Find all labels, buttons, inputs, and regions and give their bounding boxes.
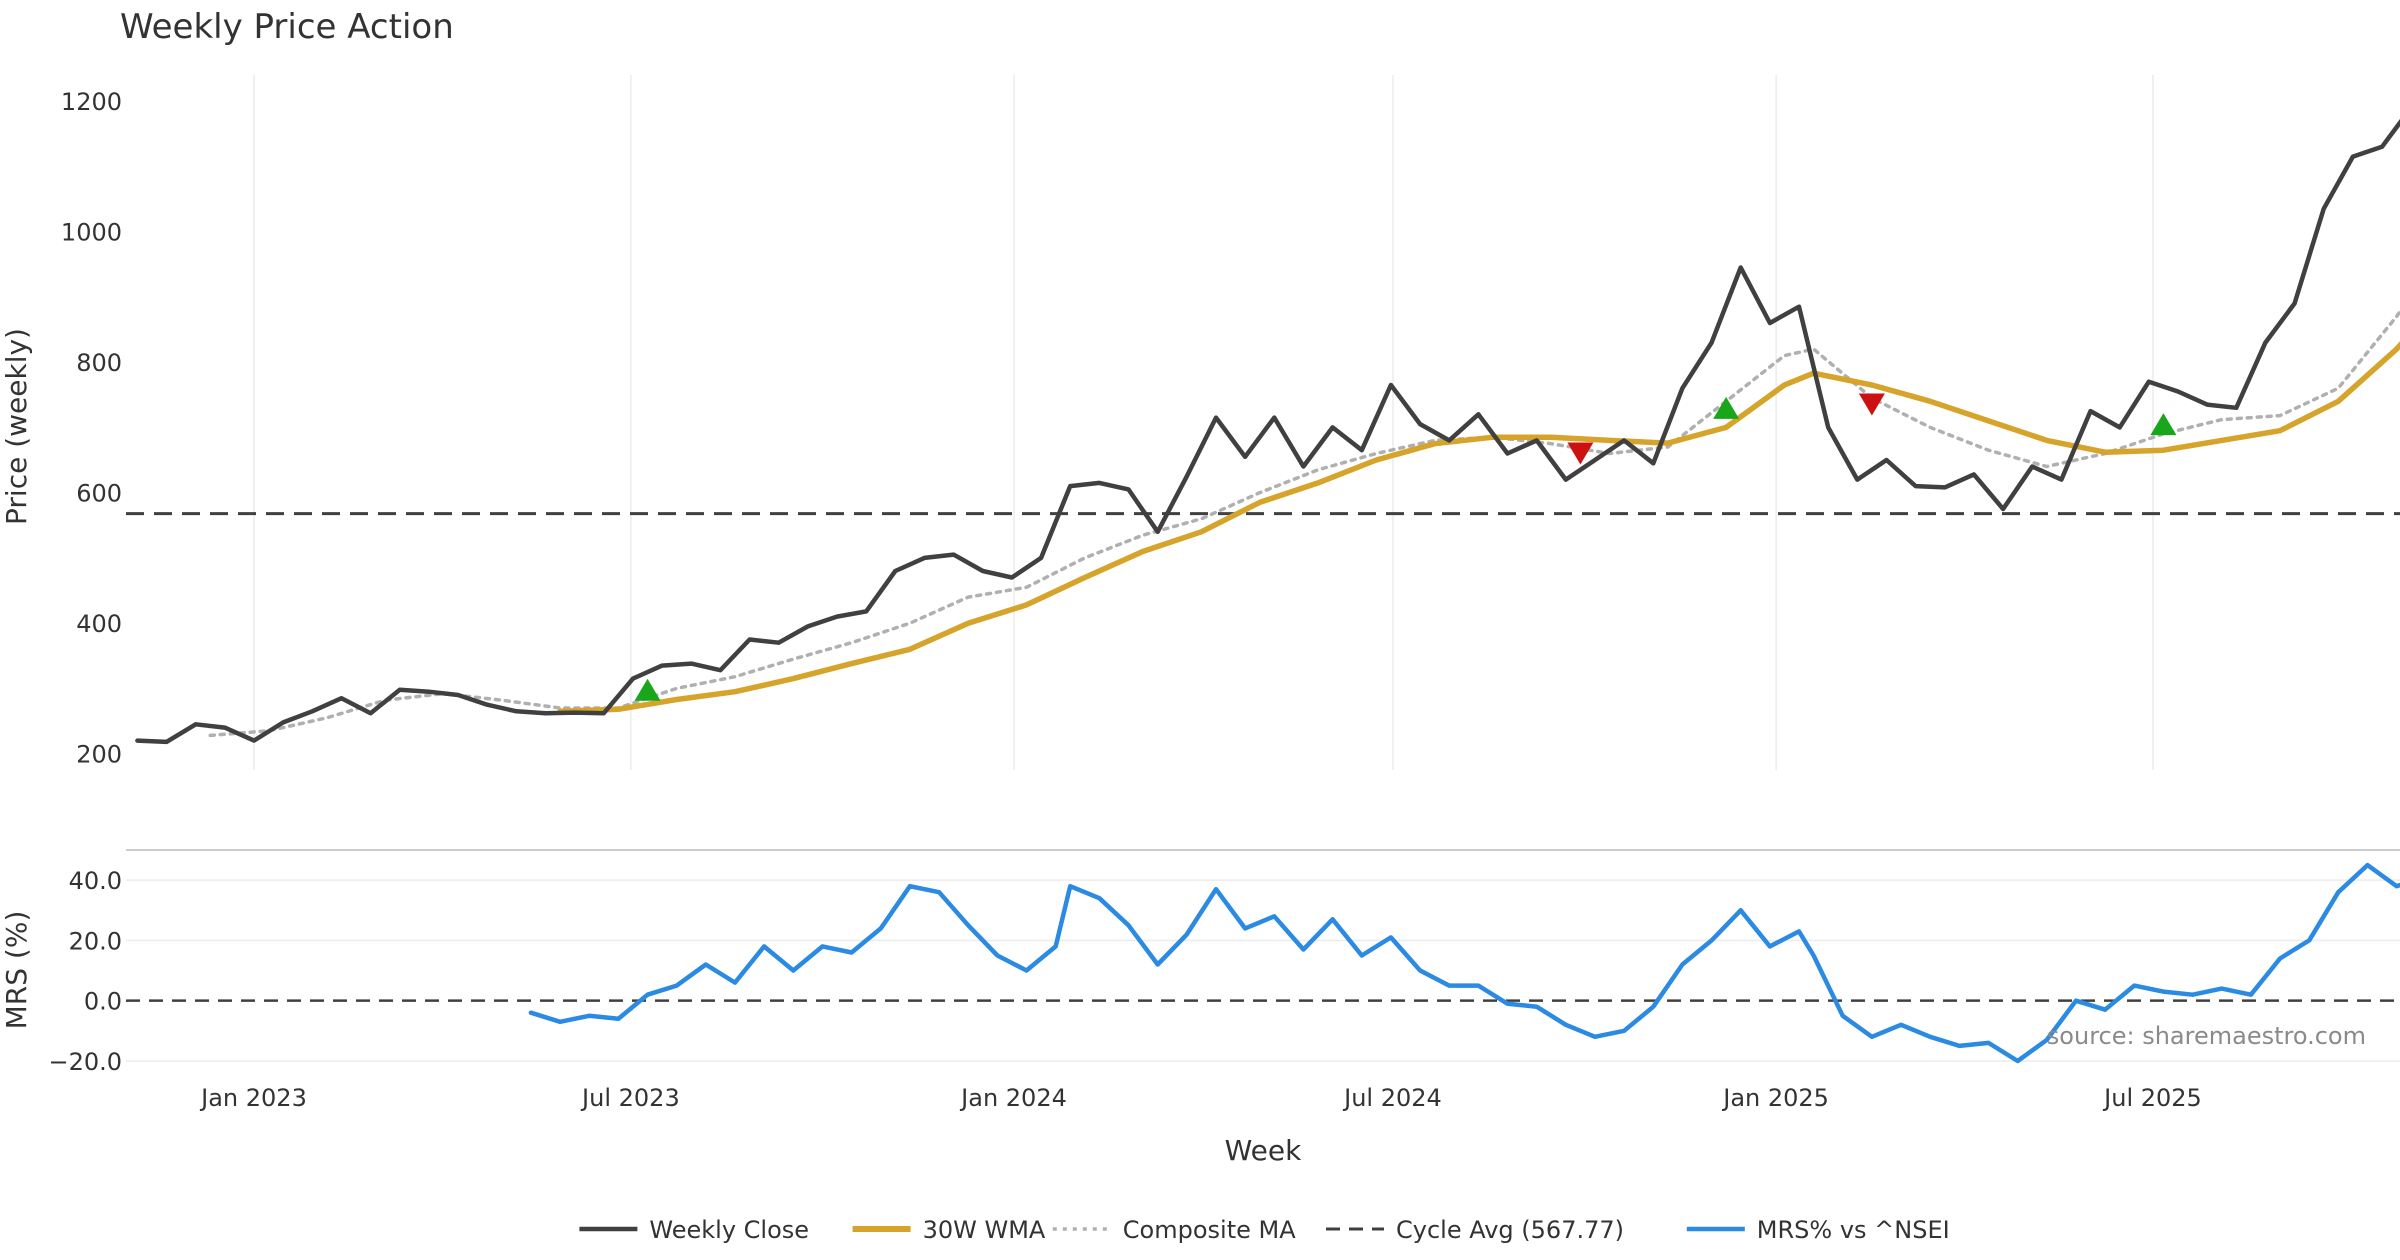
signal-markers <box>634 393 2177 701</box>
price-y-tick-label: 800 <box>76 349 122 377</box>
x-tick-label: Jan 2024 <box>959 1084 1067 1112</box>
series-weekly-close <box>135 118 2400 745</box>
legend-item: Composite MA <box>1052 1216 1296 1244</box>
source-credit: source: sharemaestro.com <box>2047 1022 2366 1050</box>
x-tick-label: Jul 2024 <box>1342 1084 1442 1112</box>
mrs-y-tick-label: 0.0 <box>84 988 122 1016</box>
price-panel: 200 400 600 800 1000 1200 Price (weekly) <box>0 75 2400 770</box>
x-tick-label: Jan 2023 <box>199 1084 307 1112</box>
legend-label: Cycle Avg (567.77) <box>1396 1216 1624 1244</box>
legend-label: 30W WMA <box>923 1216 1046 1244</box>
price-y-axis-label: Price (weekly) <box>0 328 33 525</box>
x-tick-label: Jul 2025 <box>2102 1084 2202 1112</box>
x-axis-label: Week <box>1225 1134 1302 1167</box>
price-y-tick-label: 1200 <box>61 88 122 116</box>
price-vertical-gridlines <box>253 75 2154 770</box>
mrs-series <box>528 862 2400 1064</box>
buy-signal-marker <box>1713 396 1740 419</box>
buy-signal-marker <box>634 678 661 701</box>
mrs-y-tick-label: −20.0 <box>48 1048 122 1076</box>
legend-label: MRS% vs ^NSEI <box>1757 1216 1950 1244</box>
price-y-tick-label: 600 <box>76 480 122 508</box>
sell-signal-marker <box>1858 393 1885 416</box>
price-y-tick-label: 200 <box>76 741 122 769</box>
legend: Weekly Close 30W WMA Composite MA Cycle Avg… <box>579 1216 1950 1244</box>
x-axis-ticks: Jan 2023 Jul 2023 Jan 2024 Jul 2024 Jan 2025… <box>199 1084 2202 1112</box>
legend-label: Weekly Close <box>649 1216 809 1244</box>
x-tick-label: Jul 2023 <box>580 1084 680 1112</box>
series-30w-wma <box>557 341 2400 715</box>
series-mrs-vs-nsei <box>528 862 2400 1064</box>
legend-label: Composite MA <box>1123 1216 1296 1244</box>
mrs-panel: −20.0 0.0 20.0 40.0 MRS (%) source: sharema… <box>0 849 2400 1076</box>
buy-signal-marker <box>2150 413 2177 436</box>
price-y-tick-label: 400 <box>76 610 122 638</box>
mrs-y-tick-label: 20.0 <box>69 927 122 955</box>
series-composite-ma <box>208 308 2400 738</box>
mrs-y-axis-label: MRS (%) <box>0 911 33 1030</box>
price-y-ticks: 200 400 600 800 1000 1200 <box>61 88 122 769</box>
price-series <box>135 118 2400 745</box>
legend-item: Weekly Close <box>579 1216 809 1244</box>
price-y-tick-label: 1000 <box>61 219 122 247</box>
mrs-y-ticks: −20.0 0.0 20.0 40.0 <box>48 867 122 1076</box>
mrs-y-tick-label: 40.0 <box>69 867 122 895</box>
legend-item: Cycle Avg (567.77) <box>1326 1216 1624 1244</box>
legend-item: MRS% vs ^NSEI <box>1686 1216 1950 1244</box>
legend-item: 30W WMA <box>852 1216 1046 1244</box>
sell-signal-marker <box>1567 442 1594 465</box>
x-tick-label: Jan 2025 <box>1721 1084 1829 1112</box>
chart-title: Weekly Price Action <box>120 7 454 47</box>
